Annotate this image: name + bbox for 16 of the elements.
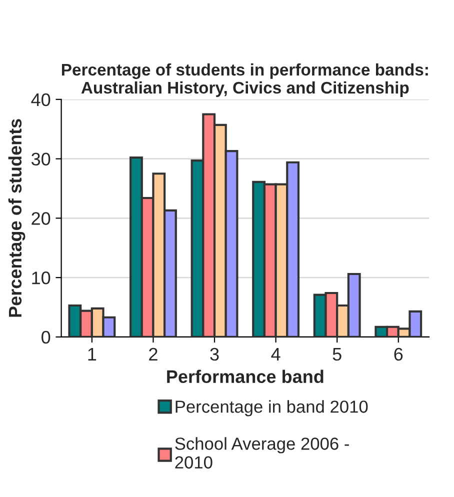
y-tick-label: 10 bbox=[32, 272, 50, 284]
x-tick-label: 5 bbox=[332, 348, 342, 361]
x-tick-label: 4 bbox=[271, 348, 280, 360]
chart-title: Percentage of students in performance bands: Australian History, Civics and Citizenship bbox=[62, 63, 428, 97]
x-tick-label: 2 bbox=[149, 348, 158, 360]
legend-label: Percentage in band 2010 bbox=[176, 400, 368, 416]
x-tick-label: 6 bbox=[394, 348, 403, 361]
y-tick-label: 0 bbox=[42, 330, 50, 344]
y-tick-label: 20 bbox=[32, 212, 50, 225]
legend-label: School Average 2006 - 2010 bbox=[175, 437, 349, 469]
x-tick-label: 1 bbox=[88, 348, 96, 360]
x-tick-label: 3 bbox=[210, 348, 219, 361]
y-axis-title: Percentage of students bbox=[8, 119, 26, 317]
y-tick-label: 30 bbox=[31, 152, 50, 166]
y-tick-label: 40 bbox=[31, 93, 50, 106]
x-axis-title: Performance band bbox=[167, 370, 324, 384]
